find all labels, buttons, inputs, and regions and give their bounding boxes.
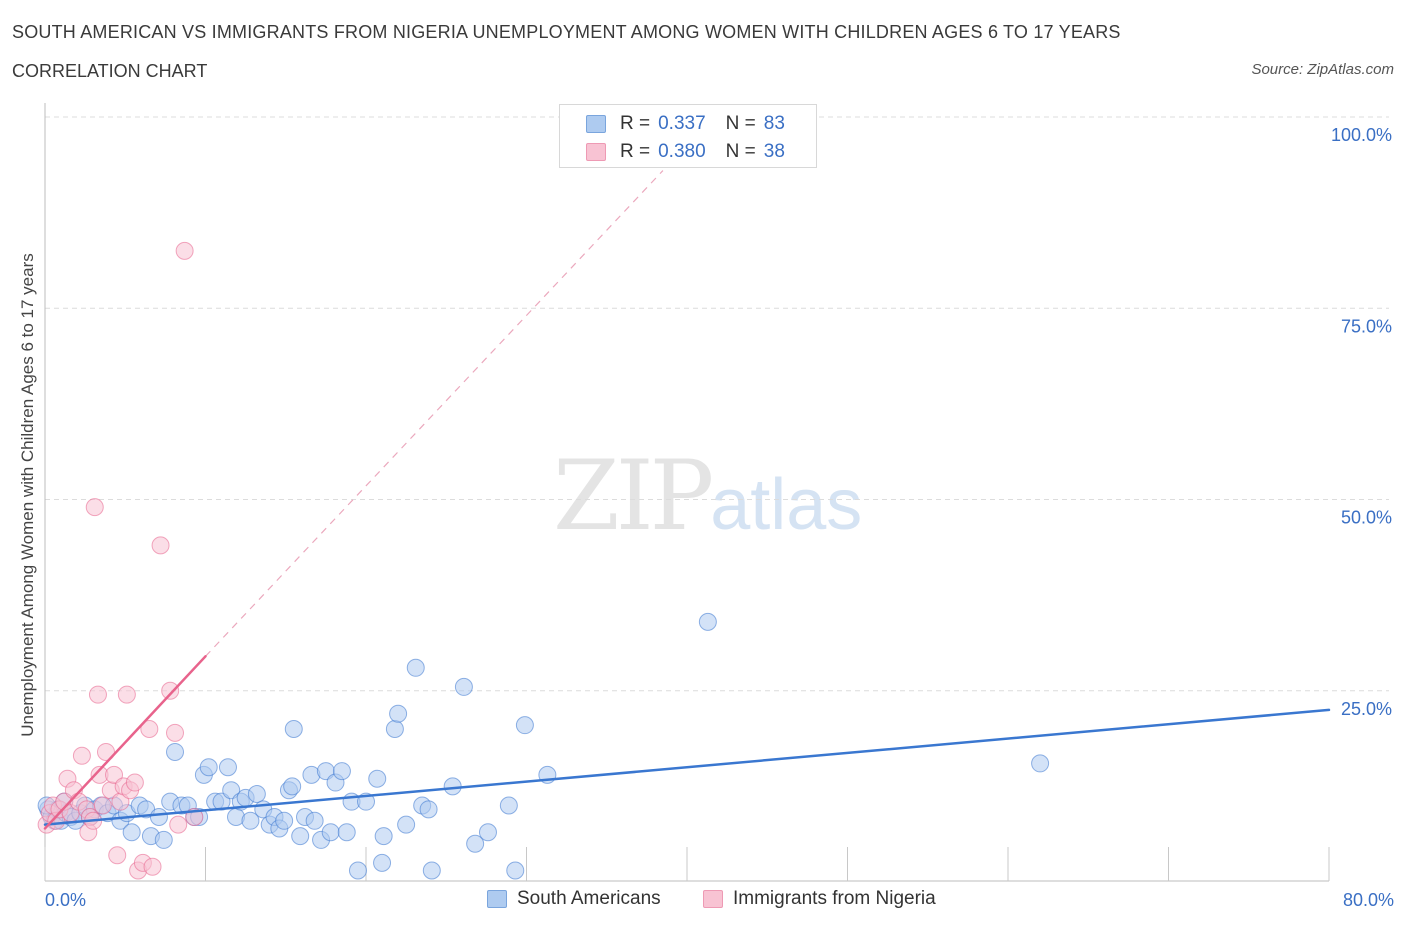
- stats-legend: R = 0.337 N = 83 R = 0.380 N = 38: [559, 104, 817, 168]
- point-south-americans: [478, 823, 497, 842]
- chart-title: SOUTH AMERICAN VS IMMIGRANTS FROM NIGERI…: [12, 22, 1121, 42]
- legend-swatch-south-americans: [487, 890, 507, 908]
- stats-legend-row-nigeria: R = 0.380 N = 38: [586, 139, 785, 165]
- stats-legend-row-south-americans: R = 0.337 N = 83: [586, 111, 785, 137]
- point-south-americans: [241, 811, 260, 830]
- point-south-americans: [291, 827, 310, 846]
- point-nigeria: [85, 498, 104, 517]
- point-south-americans: [154, 830, 173, 849]
- point-nigeria: [93, 796, 112, 815]
- legend-label-south-americans: South Americans: [517, 888, 661, 909]
- point-south-americans: [275, 811, 294, 830]
- point-nigeria: [169, 815, 188, 834]
- point-south-americans: [149, 807, 168, 826]
- point-nigeria: [105, 765, 124, 784]
- point-nigeria: [166, 723, 185, 742]
- point-south-americans: [305, 811, 324, 830]
- trendline-nigeria-extension: [205, 170, 664, 657]
- point-south-americans: [397, 815, 416, 834]
- point-south-americans: [419, 800, 438, 819]
- chart-subtitle: CORRELATION CHART: [12, 61, 208, 81]
- point-nigeria: [108, 846, 127, 865]
- point-south-americans: [332, 762, 351, 781]
- y-tick-label: 50.0%: [1341, 508, 1392, 528]
- point-south-americans: [212, 792, 231, 811]
- y-tick-label: 25.0%: [1341, 699, 1392, 719]
- point-south-americans: [406, 658, 425, 677]
- point-nigeria: [140, 720, 159, 738]
- watermark-atlas: atlas: [710, 465, 863, 545]
- n-value-nigeria: 38: [763, 141, 785, 162]
- point-south-americans: [389, 704, 408, 723]
- point-south-americans: [1031, 754, 1050, 773]
- point-south-americans: [443, 777, 462, 796]
- point-south-americans: [506, 861, 525, 880]
- point-south-americans: [454, 677, 473, 696]
- point-nigeria: [72, 746, 91, 765]
- point-south-americans: [368, 769, 387, 788]
- point-south-americans: [321, 823, 340, 842]
- point-nigeria: [125, 773, 144, 792]
- point-nigeria: [96, 742, 115, 761]
- point-south-americans: [337, 823, 356, 842]
- trendline-south-americans: [43, 708, 1331, 826]
- point-south-americans: [283, 777, 302, 796]
- point-nigeria: [117, 685, 136, 704]
- point-south-americans: [218, 758, 237, 777]
- n-value-south-americans: 83: [763, 113, 785, 134]
- r-value-nigeria: 0.380: [658, 141, 706, 162]
- point-south-americans: [122, 823, 141, 842]
- point-nigeria: [88, 685, 107, 704]
- point-south-americans: [466, 834, 485, 853]
- point-south-americans: [166, 742, 185, 761]
- point-south-americans: [515, 716, 534, 735]
- watermark-zip: ZIP: [553, 440, 714, 552]
- trendline-nigeria: [43, 655, 207, 830]
- legend-item-south-americans[interactable]: South Americans: [487, 888, 661, 910]
- r-label: R =: [620, 141, 651, 162]
- point-nigeria: [143, 857, 162, 876]
- point-south-americans: [199, 758, 218, 777]
- legend-swatch-south-americans: [586, 115, 606, 133]
- point-south-americans: [222, 781, 241, 800]
- point-south-americans: [499, 796, 518, 815]
- r-value-south-americans: 0.337: [658, 113, 706, 134]
- n-label: N =: [725, 113, 756, 134]
- point-nigeria: [161, 681, 180, 700]
- y-tick-label: 100.0%: [1331, 125, 1392, 145]
- point-south-americans: [422, 861, 441, 880]
- point-south-americans: [698, 612, 717, 631]
- y-tick-label: 75.0%: [1341, 316, 1392, 336]
- point-south-americans: [385, 720, 404, 738]
- point-south-americans: [374, 827, 393, 846]
- x-tick-label-min: 0.0%: [45, 890, 87, 910]
- legend-label-nigeria: Immigrants from Nigeria: [733, 888, 936, 909]
- legend-swatch-nigeria: [586, 143, 606, 161]
- x-tick-label-max: 80.0%: [1342, 890, 1394, 910]
- point-south-americans: [284, 720, 303, 738]
- source-credit: Source: ZipAtlas.com: [1251, 61, 1394, 78]
- point-nigeria: [151, 536, 170, 555]
- n-label: N =: [725, 141, 756, 162]
- legend-swatch-nigeria: [703, 890, 723, 908]
- point-south-americans: [247, 785, 266, 804]
- watermark: ZIPatlas: [553, 440, 862, 552]
- legend-item-nigeria[interactable]: Immigrants from Nigeria: [703, 888, 936, 910]
- r-label: R =: [620, 113, 651, 134]
- point-south-americans: [348, 861, 367, 880]
- point-south-americans: [373, 853, 392, 872]
- point-nigeria: [175, 241, 194, 260]
